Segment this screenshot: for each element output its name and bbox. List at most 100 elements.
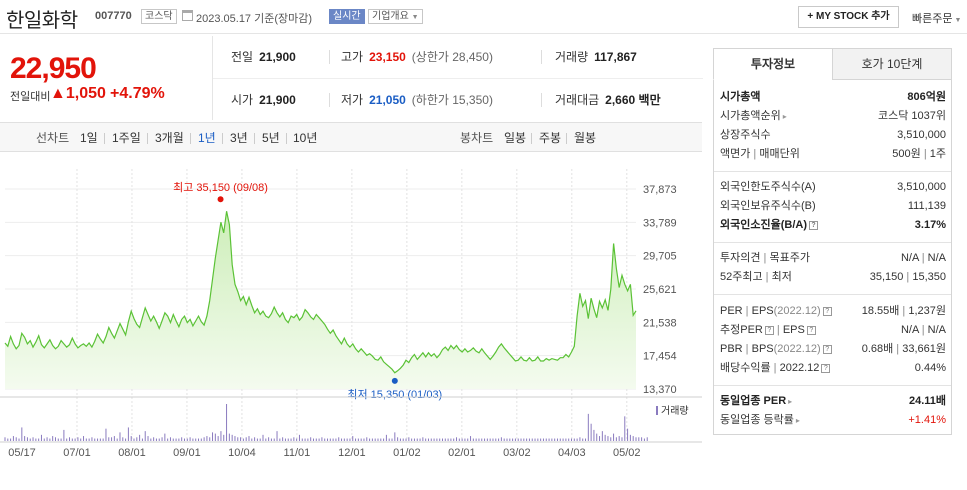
volume-bar xyxy=(646,437,648,441)
volume-bar xyxy=(478,438,480,441)
help-icon[interactable]: ? xyxy=(821,364,831,373)
volume-bar xyxy=(627,428,629,441)
volume-bar xyxy=(102,438,104,441)
tab-3m[interactable]: 3개월 xyxy=(155,131,184,145)
volume-bar xyxy=(276,431,278,441)
bps-label: BPS xyxy=(751,343,774,355)
volume-bar xyxy=(467,438,469,441)
volume-bar xyxy=(240,437,242,441)
price-chart[interactable]: 37,873 33,789 29,705 25,621 21,538 17,454 13,3… xyxy=(0,153,702,487)
volume-bar xyxy=(169,437,171,441)
y-tick-label: 21,538 xyxy=(643,317,677,329)
volume-bar xyxy=(209,437,211,441)
help-icon[interactable]: ? xyxy=(809,221,818,230)
volume-bar xyxy=(343,438,345,441)
volume-bar xyxy=(113,436,115,441)
quick-order-link[interactable]: 빠른주문 ▼ xyxy=(912,10,961,26)
add-my-stock-button[interactable]: + MY STOCK 추가 xyxy=(798,6,899,28)
volume-bar xyxy=(10,438,12,441)
volume-bar xyxy=(242,438,244,441)
tab-10y[interactable]: 10년 xyxy=(293,131,318,145)
volume-bar xyxy=(582,438,584,441)
tab-weekly[interactable]: 주봉 xyxy=(539,131,562,145)
volume-bar xyxy=(310,437,312,441)
volume-bar xyxy=(248,436,250,441)
x-tick-label: 07/01 xyxy=(63,447,91,459)
volume-bar xyxy=(388,438,390,441)
x-tick-label: 03/02 xyxy=(503,447,531,459)
bps-value: 33,661원 xyxy=(902,343,946,355)
volume-bar xyxy=(498,438,500,441)
volume-bar xyxy=(352,436,354,441)
help-icon[interactable]: ? xyxy=(822,307,832,316)
realtime-badge[interactable]: 실시간 xyxy=(329,9,365,24)
volume-bar xyxy=(40,434,42,441)
volume-bar xyxy=(427,438,429,441)
x-tick-label: 09/01 xyxy=(173,447,201,459)
volume-bar xyxy=(122,437,124,441)
volume-bar xyxy=(360,438,362,441)
target-price-label: 목표주가 xyxy=(769,252,810,264)
volume-bar xyxy=(641,437,643,441)
foreign-ratio-label: 외국인소진율(B/A) xyxy=(720,219,807,231)
volume-bar xyxy=(506,438,508,441)
chevron-right-icon[interactable]: ▸ xyxy=(788,397,793,406)
tab-3y[interactable]: 3년 xyxy=(230,131,248,145)
volume-bar xyxy=(481,438,483,441)
volume-bar xyxy=(484,438,486,441)
volume-bar xyxy=(453,438,455,441)
volume-bar xyxy=(486,438,488,441)
help-icon[interactable]: ? xyxy=(806,326,816,335)
x-tick-label: 01/02 xyxy=(393,447,421,459)
volume-bar xyxy=(200,438,202,441)
volume-bar xyxy=(383,438,385,441)
volume-bar xyxy=(562,438,564,441)
volume-bar xyxy=(18,438,20,441)
tab-daily[interactable]: 일봉 xyxy=(504,131,527,145)
volume-bar xyxy=(413,438,415,441)
company-info-dropdown[interactable]: 기업개요 ▼ xyxy=(368,9,423,24)
tab-1w[interactable]: 1주일 xyxy=(112,131,141,145)
volume-bar xyxy=(35,438,37,441)
tab-orderbook[interactable]: 호가 10단계 xyxy=(832,48,952,80)
volume-bar xyxy=(444,438,446,441)
tab-invest-info[interactable]: 투자정보 xyxy=(713,48,833,80)
tab-1d[interactable]: 1일 xyxy=(80,131,98,145)
volume-bar xyxy=(147,436,149,441)
eps-year: (2022.12) xyxy=(773,305,821,317)
chevron-right-icon[interactable]: ▸ xyxy=(782,112,787,121)
volume-bar xyxy=(607,436,609,441)
volume-bar xyxy=(133,438,135,441)
high-value: 23,150 xyxy=(369,50,406,64)
volume-bar xyxy=(399,438,401,441)
volume-bar xyxy=(512,438,514,441)
volume-bar xyxy=(632,436,634,441)
volume-bar xyxy=(458,438,460,441)
volume-bar xyxy=(542,438,544,441)
foreign-limit-label: 외국인한도주식수(A) xyxy=(720,181,816,193)
volume-bar xyxy=(105,428,107,441)
volume-bar xyxy=(268,437,270,441)
volume-bar xyxy=(198,438,200,441)
help-icon[interactable]: ? xyxy=(764,326,774,335)
volume-bar xyxy=(397,437,399,441)
help-icon[interactable]: ? xyxy=(822,345,832,354)
volume-bar xyxy=(111,437,113,441)
volume-bar xyxy=(301,438,303,441)
volume-bar xyxy=(503,438,505,441)
volume-bar xyxy=(436,438,438,441)
tab-5y[interactable]: 5년 xyxy=(262,131,280,145)
tab-1y[interactable]: 1년 xyxy=(198,131,216,145)
volume-bar xyxy=(439,438,441,441)
calendar-icon xyxy=(182,10,193,21)
industry-per-value: 24.11배 xyxy=(908,395,946,407)
tab-monthly[interactable]: 월봉 xyxy=(574,131,597,145)
volume-bar xyxy=(380,438,382,441)
chevron-right-icon[interactable]: ▸ xyxy=(795,416,800,425)
volume-bar xyxy=(456,437,458,441)
volume-bar xyxy=(554,438,556,441)
y-tick-label: 37,873 xyxy=(643,184,677,196)
volume-bar xyxy=(556,438,558,441)
volume-label: 거래량 xyxy=(555,50,589,64)
y-tick-label: 33,789 xyxy=(643,217,677,229)
